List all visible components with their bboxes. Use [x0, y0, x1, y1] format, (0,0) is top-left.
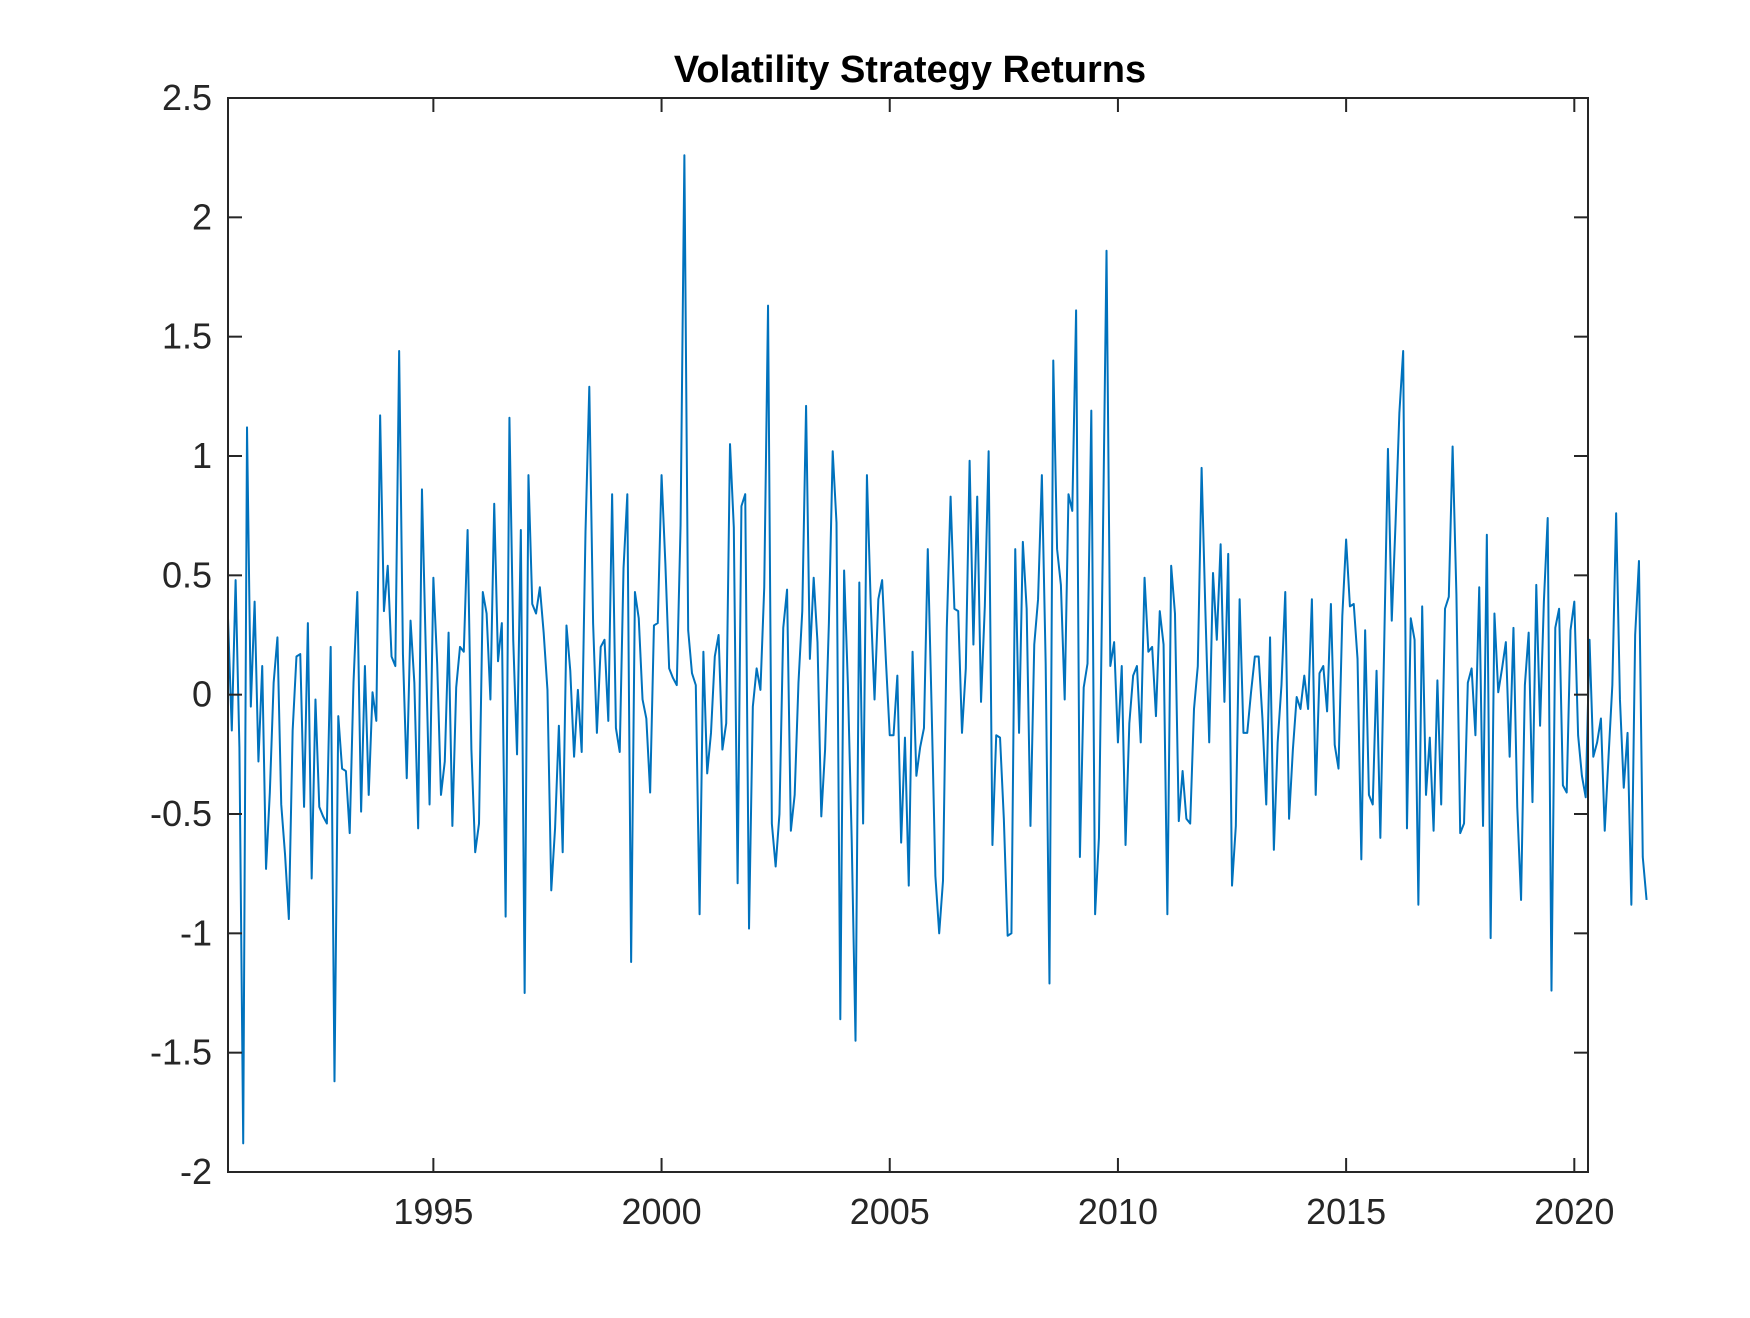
axes-box — [227, 97, 1589, 1173]
y-tick-label: 1 — [192, 435, 212, 476]
y-tick-label: -0.5 — [150, 793, 212, 834]
x-tick-label: 2005 — [850, 1191, 930, 1232]
y-tick-label: 0.5 — [162, 554, 212, 595]
x-tick-label: 2015 — [1306, 1191, 1386, 1232]
y-tick-label: -1.5 — [150, 1032, 212, 1073]
x-tick-label: 2000 — [622, 1191, 702, 1232]
series-line-0 — [227, 154, 1648, 1145]
x-tick-label: 2010 — [1078, 1191, 1158, 1232]
y-tick-label: 0 — [192, 674, 212, 715]
x-tick-label: 2020 — [1534, 1191, 1614, 1232]
y-tick-label: 2 — [192, 196, 212, 237]
y-tick-label: -1 — [180, 912, 212, 953]
y-tick-label: -2 — [180, 1151, 212, 1192]
y-tick-label: 2.5 — [162, 77, 212, 118]
plot-area: 1995 2000 2005 2010 2015 2020 2.5 2 1.5 1 0.5 0 -0.5… — [150, 77, 1648, 1232]
y-tick-label: 1.5 — [162, 316, 212, 357]
x-tick-label: 1995 — [393, 1191, 473, 1232]
chart-title: Volatility Strategy Returns — [674, 49, 1146, 91]
